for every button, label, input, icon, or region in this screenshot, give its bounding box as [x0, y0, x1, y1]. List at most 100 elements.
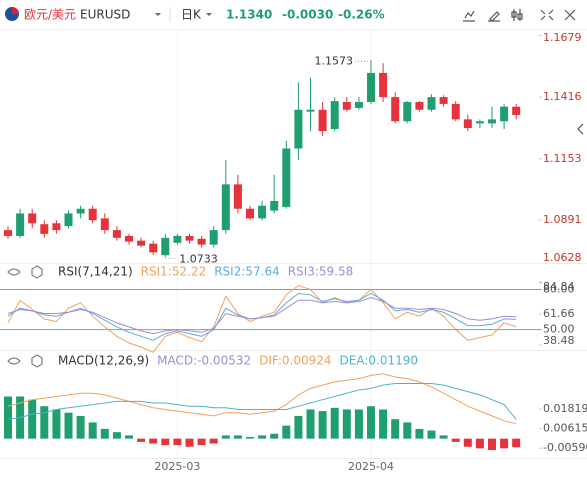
y-tick-label: 61.66 — [543, 307, 575, 320]
macd-bar — [209, 438, 218, 444]
macd-bar — [100, 428, 109, 439]
price-change: -0.0030 — [282, 8, 333, 22]
candle-body — [451, 103, 460, 120]
candle-body — [318, 109, 327, 132]
macd-bar — [270, 433, 279, 439]
macd-bar — [463, 438, 472, 447]
candle-body — [64, 213, 73, 227]
macd-line — [7, 383, 517, 420]
candle-body — [28, 213, 37, 224]
candle-body — [367, 72, 375, 103]
toolbar: 欧元/美元 EURUSD 日K 1.1340 -0.0030 -0.26% — [0, 7, 587, 135]
macd-bar — [512, 438, 521, 448]
macd-bar — [88, 422, 97, 439]
macd-bar — [488, 438, 496, 450]
y-tick-label: 1.1153 — [543, 152, 582, 165]
candle-body — [221, 184, 230, 231]
candle-body — [185, 235, 194, 241]
indicator-title: RSI(7,14,21) — [58, 265, 133, 279]
candle-body — [427, 97, 436, 110]
candle-body — [512, 106, 521, 115]
macd-bar — [427, 430, 436, 439]
change-percent: -0.26% — [338, 8, 385, 22]
y-tick-label: 1.1679 — [543, 31, 582, 44]
x-tick-label: 2025-03 — [154, 460, 200, 473]
y-tick-label: -0.00590 — [543, 441, 587, 454]
y-tick-label: 1.0891 — [543, 213, 582, 226]
macd-bar — [40, 406, 49, 439]
candle-body — [270, 201, 279, 211]
period[interactable]: 日K — [181, 8, 202, 22]
candle-body — [342, 102, 351, 110]
macd-bar — [367, 406, 375, 439]
macd-bar — [52, 409, 61, 439]
candle-body — [209, 230, 218, 245]
indicator-button[interactable] — [463, 10, 475, 22]
candle-body — [149, 243, 158, 253]
macd-bar — [451, 438, 460, 442]
y-tick-label: 1.1416 — [543, 90, 582, 103]
macd-bar — [149, 438, 158, 444]
macd-bar — [28, 399, 37, 439]
macd-bar — [258, 435, 267, 439]
candle-body — [306, 109, 315, 112]
candle-body — [173, 235, 182, 243]
candle-body — [379, 72, 388, 98]
macd-bar — [475, 438, 484, 449]
candle-body — [4, 230, 12, 236]
candle-body — [403, 102, 412, 122]
settings-icon[interactable] — [31, 354, 43, 368]
rsi-line — [7, 296, 517, 335]
macd-bar — [354, 409, 363, 439]
macd-bar — [379, 409, 388, 439]
macd-bar — [137, 438, 146, 442]
candle-body — [125, 235, 133, 242]
macd-bar — [403, 422, 412, 439]
candle-body — [161, 237, 170, 256]
macd-bar — [221, 435, 230, 439]
eye-icon[interactable] — [7, 268, 21, 276]
candle-body — [52, 223, 61, 231]
candle-style-button[interactable] — [511, 9, 523, 21]
macd-bar — [294, 415, 303, 439]
legend-entry: RSI2:57.64 — [214, 265, 280, 279]
dropdown-arrow[interactable] — [206, 13, 212, 16]
settings-icon[interactable] — [31, 265, 43, 279]
macd-bar — [233, 435, 242, 439]
macd-line — [7, 373, 517, 425]
macd-bar — [330, 407, 339, 439]
pair-name[interactable]: 欧元/美元 — [24, 8, 76, 22]
dropdown-arrow[interactable] — [155, 13, 161, 16]
y-tick-label: 80.00 — [543, 282, 575, 295]
macd-bar — [76, 415, 85, 439]
indicator-title: MACD(12,26,9) — [58, 354, 149, 368]
candle-body — [391, 97, 400, 122]
eye-icon[interactable] — [7, 357, 21, 365]
candle-body — [330, 101, 339, 129]
draw-button[interactable] — [488, 11, 500, 22]
legend-entry: DIF:0.00924 — [259, 354, 331, 368]
candle-body — [197, 238, 206, 245]
macd-bar — [318, 411, 327, 439]
collapse-arrow[interactable] — [577, 123, 584, 135]
symbol[interactable]: EURUSD — [80, 8, 130, 22]
macd-bar — [112, 432, 121, 439]
macd-bar — [391, 419, 400, 439]
candle-body — [76, 208, 85, 214]
candle-body — [112, 230, 121, 238]
macd-bar — [161, 438, 170, 446]
macd-bar — [246, 437, 254, 439]
fullscreen-button[interactable] — [540, 9, 554, 21]
close-button[interactable] — [564, 9, 576, 21]
candle-body — [463, 119, 472, 129]
annotation: 1.1573 — [315, 54, 354, 67]
y-tick-label: 0.01819 — [543, 402, 587, 415]
candle-body — [294, 109, 303, 149]
candle-body — [500, 106, 509, 122]
y-tick-label: 84.84 — [543, 280, 575, 293]
macd-bar — [306, 409, 315, 439]
flag-part — [12, 7, 19, 14]
candle-body — [88, 208, 97, 221]
y-tick-label: 50.00 — [543, 323, 575, 336]
